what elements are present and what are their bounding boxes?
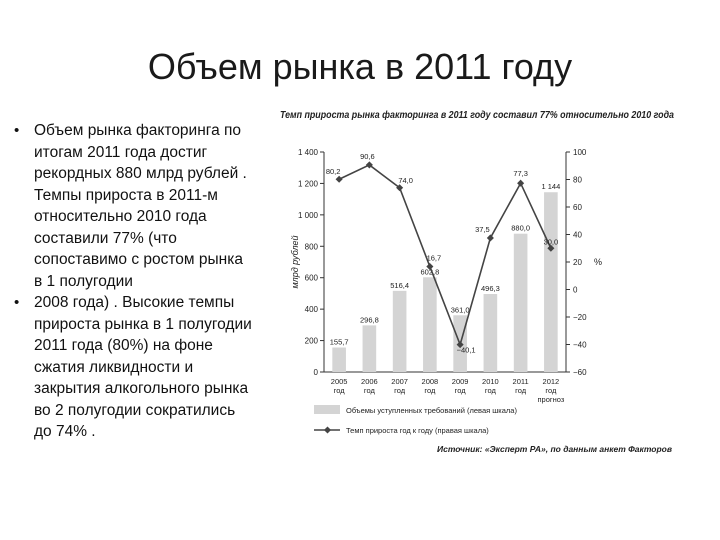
- left-tick-label: 1 400: [298, 148, 319, 157]
- chart-title: Темп прироста рынка факторинга в 2011 го…: [280, 109, 674, 121]
- x-tick-label-year: 2007: [391, 377, 408, 386]
- x-tick-label-year: 2006: [361, 377, 378, 386]
- growth-value-label: 30,0: [544, 237, 559, 246]
- growth-value-label: 77,3: [513, 169, 528, 178]
- growth-value-label: −40,1: [457, 346, 476, 355]
- x-tick-label-year: 2012: [543, 377, 560, 386]
- bar-value-label: 516,4: [390, 281, 409, 290]
- growth-value-label: 80,2: [326, 167, 341, 176]
- chart-container: Темп прироста рынка факторинга в 2011 го…: [278, 100, 678, 470]
- x-tick-label-unit: год: [334, 386, 346, 395]
- growth-line: [338, 163, 552, 348]
- factoring-market-chart: Темп прироста рынка факторинга в 2011 го…: [280, 109, 674, 454]
- bullet-item: • Объем рынка факторинга по итогам 2011 …: [14, 120, 254, 292]
- bar-value-label: 602,8: [420, 267, 439, 276]
- x-tick-label-unit: год: [485, 386, 497, 395]
- left-tick-label: 200: [305, 337, 319, 346]
- left-axis-label: млрд рублей: [290, 235, 300, 288]
- bar-value-label: 1 144: [541, 182, 560, 191]
- legend-line-marker: [323, 426, 332, 434]
- right-tick-label: −60: [573, 368, 587, 377]
- x-tick-label-unit: год: [455, 386, 467, 395]
- bullet-text: 2008 года) . Высокие темпы прироста рынк…: [34, 294, 252, 440]
- bar-value-label: 496,3: [481, 284, 500, 293]
- x-tick-label-unit: год: [515, 386, 527, 395]
- right-tick-label: 40: [573, 231, 582, 240]
- source-note: Источник: «Эксперт РА», по данным анкет …: [437, 444, 672, 454]
- bar: [423, 277, 437, 372]
- bar: [544, 192, 558, 372]
- x-tick-label-year: 2009: [452, 377, 469, 386]
- forecast-label: прогноз: [537, 395, 564, 404]
- x-tick-label-year: 2011: [513, 377, 529, 386]
- growth-point: [396, 184, 404, 192]
- right-tick-label: 60: [573, 203, 582, 212]
- bullet-text: Объем рынка факторинга по итогам 2011 го…: [34, 122, 247, 290]
- left-tick-label: 400: [305, 305, 319, 314]
- growth-point: [486, 234, 494, 242]
- growth-value-label: 16,7: [427, 254, 442, 263]
- x-tick-label-year: 2005: [331, 377, 348, 386]
- bar: [392, 290, 407, 372]
- growth-point: [335, 175, 343, 183]
- growth-point: [517, 179, 525, 187]
- growth-point: [547, 244, 555, 252]
- bullet-dot-icon: •: [14, 122, 20, 139]
- growth-value-label: 74,0: [398, 176, 413, 185]
- x-tick-label-unit: год: [424, 386, 436, 395]
- bar: [513, 233, 528, 372]
- legend-bar-swatch: [314, 405, 340, 414]
- left-tick-label: 600: [305, 274, 319, 283]
- bar-value-label: 880,0: [511, 224, 530, 233]
- bar: [483, 294, 498, 372]
- legend-bar-label: Объемы уступленных требований (левая шка…: [346, 406, 517, 415]
- legend-line-label: Темп прироста год к году (правая шкала): [346, 426, 489, 435]
- bar-value-label: 296,8: [360, 315, 379, 324]
- bar: [362, 325, 377, 372]
- left-tick-label: 800: [305, 242, 319, 251]
- left-tick-label: 1 200: [298, 179, 319, 188]
- right-tick-label: −40: [573, 341, 587, 350]
- x-tick-label-unit: год: [545, 386, 557, 395]
- left-tick-label: 0: [314, 368, 319, 377]
- right-tick-label: 20: [573, 258, 582, 267]
- growth-point: [365, 161, 373, 169]
- x-tick-label-year: 2008: [422, 377, 439, 386]
- bar: [332, 347, 346, 372]
- right-tick-label: 0: [573, 286, 578, 295]
- bar-value-label: 361,0: [451, 305, 470, 314]
- growth-value-label: 90,6: [360, 152, 375, 161]
- bar-value-label: 155,7: [330, 338, 349, 347]
- bullet-dot-icon: •: [14, 294, 20, 311]
- growth-point: [426, 263, 434, 271]
- x-tick-label-year: 2010: [482, 377, 499, 386]
- right-tick-label: 80: [573, 176, 582, 185]
- growth-value-label: 37,5: [475, 225, 490, 234]
- x-tick-label-unit: год: [394, 386, 406, 395]
- bullet-item: • 2008 года) . Высокие темпы прироста ры…: [14, 292, 254, 443]
- growth-point: [456, 341, 464, 349]
- right-tick-label: 100: [573, 148, 587, 157]
- bullet-list: • Объем рынка факторинга по итогам 2011 …: [14, 120, 254, 443]
- right-tick-label: −20: [573, 313, 587, 322]
- x-tick-label-unit: год: [364, 386, 376, 395]
- left-tick-label: 1 000: [298, 211, 319, 220]
- slide-title: Объем рынка в 2011 году: [147, 46, 573, 87]
- right-axis-label: %: [594, 257, 602, 267]
